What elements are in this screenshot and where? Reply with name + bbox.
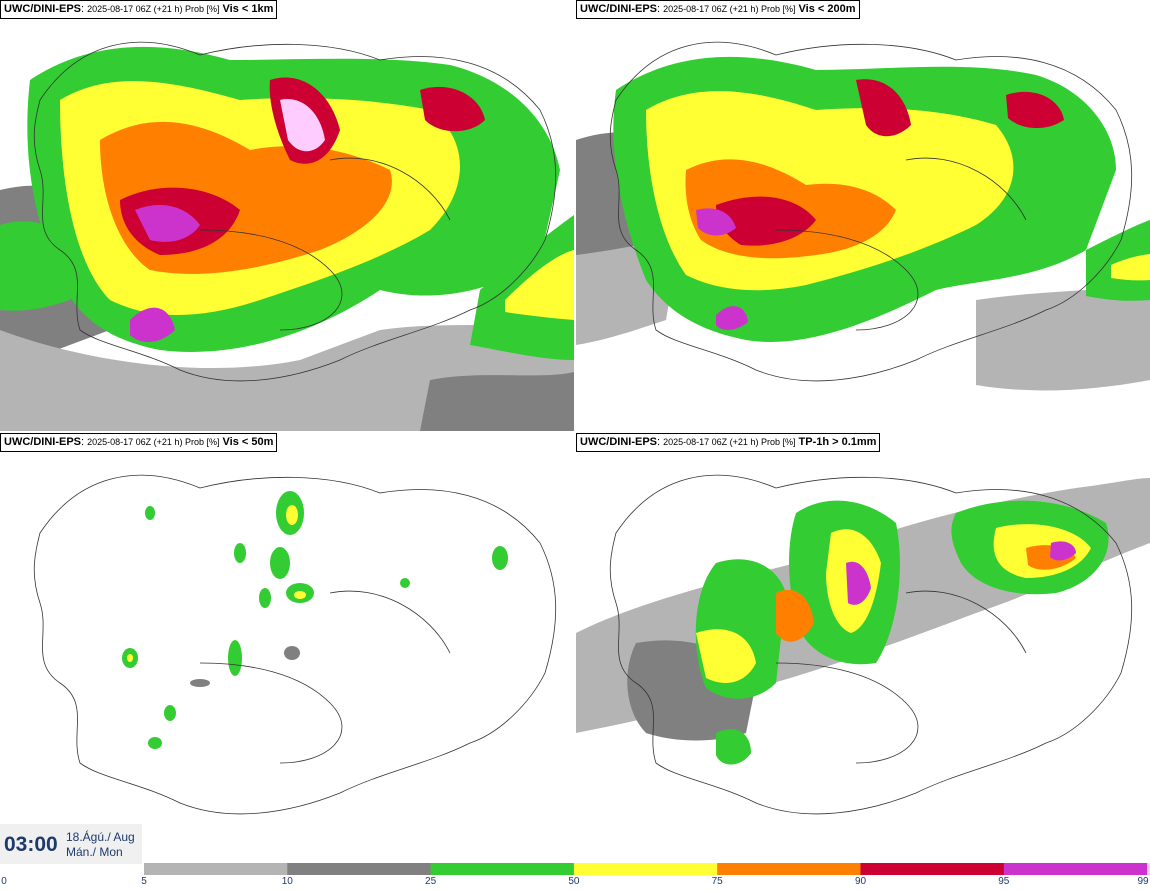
source-label: UWC/DINI-EPS bbox=[4, 436, 81, 448]
source-label: UWC/DINI-EPS bbox=[580, 436, 657, 448]
legend-tick-label: 90 bbox=[854, 876, 867, 887]
coastline bbox=[33, 474, 557, 815]
probability-field bbox=[576, 56, 1150, 391]
legend-bar bbox=[144, 863, 1150, 875]
variable-label: Vis < 200m bbox=[798, 3, 856, 15]
legend-tick-label: 0 bbox=[1, 876, 7, 887]
valid-time-box: 03:00 18.Ágú./ Aug Mán./ Mon bbox=[0, 824, 142, 864]
variable-label: Vis < 1km bbox=[222, 3, 274, 15]
panel-title: UWC/DINI-EPS: 2025-08-17 06Z (+21 h) Pro… bbox=[576, 433, 881, 452]
valid-date: 18.Ágú./ Aug Mán./ Mon bbox=[66, 830, 135, 860]
map-vis-50m bbox=[33, 474, 557, 815]
weekday-label: Mán./ Mon bbox=[66, 845, 123, 859]
legend-band bbox=[430, 863, 575, 875]
legend-tick-label: 5 bbox=[141, 876, 147, 887]
map-panel-vis-200m: UWC/DINI-EPS: 2025-08-17 06Z (+21 h) Pro… bbox=[576, 0, 1150, 431]
map-panel-vis-1km: UWC/DINI-EPS: 2025-08-17 06Z (+21 h) Pro… bbox=[0, 0, 574, 431]
color-legend bbox=[0, 862, 1150, 891]
panel-title: UWC/DINI-EPS: 2025-08-17 06Z (+21 h) Pro… bbox=[0, 0, 278, 19]
coastline bbox=[609, 474, 1133, 815]
legend-band bbox=[1003, 863, 1148, 875]
variable-label: Vis < 50m bbox=[222, 436, 274, 448]
map-panel-precip: UWC/DINI-EPS: 2025-08-17 06Z (+21 h) Pro… bbox=[576, 433, 1150, 864]
panel-title: UWC/DINI-EPS: 2025-08-17 06Z (+21 h) Pro… bbox=[0, 433, 278, 452]
legend-band bbox=[144, 863, 288, 875]
valid-time: 03:00 bbox=[4, 833, 58, 856]
legend-tick-label: 10 bbox=[281, 876, 293, 887]
run-info: 2025-08-17 06Z (+21 h) Prob [%] bbox=[87, 4, 220, 14]
legend-tick-label: 50 bbox=[568, 876, 580, 887]
probability-field bbox=[576, 478, 1150, 765]
date-label: 18.Ágú./ Aug bbox=[66, 830, 135, 844]
legend-band bbox=[1147, 863, 1150, 875]
run-info: 2025-08-17 06Z (+21 h) Prob [%] bbox=[87, 437, 220, 447]
legend-tick-label: 95 bbox=[998, 876, 1010, 887]
legend-tick-label: 75 bbox=[711, 876, 723, 887]
run-info: 2025-08-17 06Z (+21 h) Prob [%] bbox=[663, 437, 796, 447]
variable-label: TP-1h > 0.1mm bbox=[798, 436, 877, 448]
map-precip bbox=[576, 474, 1150, 815]
legend-band bbox=[573, 863, 718, 875]
probability-field bbox=[122, 491, 508, 749]
map-panel-vis-50m: UWC/DINI-EPS: 2025-08-17 06Z (+21 h) Pro… bbox=[0, 433, 574, 864]
legend-band bbox=[717, 863, 861, 875]
map-vis-1km bbox=[0, 41, 574, 431]
source-label: UWC/DINI-EPS bbox=[4, 3, 81, 15]
run-info: 2025-08-17 06Z (+21 h) Prob [%] bbox=[663, 4, 796, 14]
legend-tick-label: 99 bbox=[1137, 876, 1149, 887]
map-vis-200m bbox=[576, 41, 1150, 391]
coastline bbox=[609, 41, 1133, 382]
coastline bbox=[33, 41, 557, 382]
probability-field bbox=[0, 46, 574, 431]
legend-band bbox=[860, 863, 1005, 875]
legend-band bbox=[287, 863, 432, 875]
panel-title: UWC/DINI-EPS: 2025-08-17 06Z (+21 h) Pro… bbox=[576, 0, 860, 19]
legend-tick-label: 25 bbox=[425, 876, 437, 887]
source-label: UWC/DINI-EPS bbox=[580, 3, 657, 15]
